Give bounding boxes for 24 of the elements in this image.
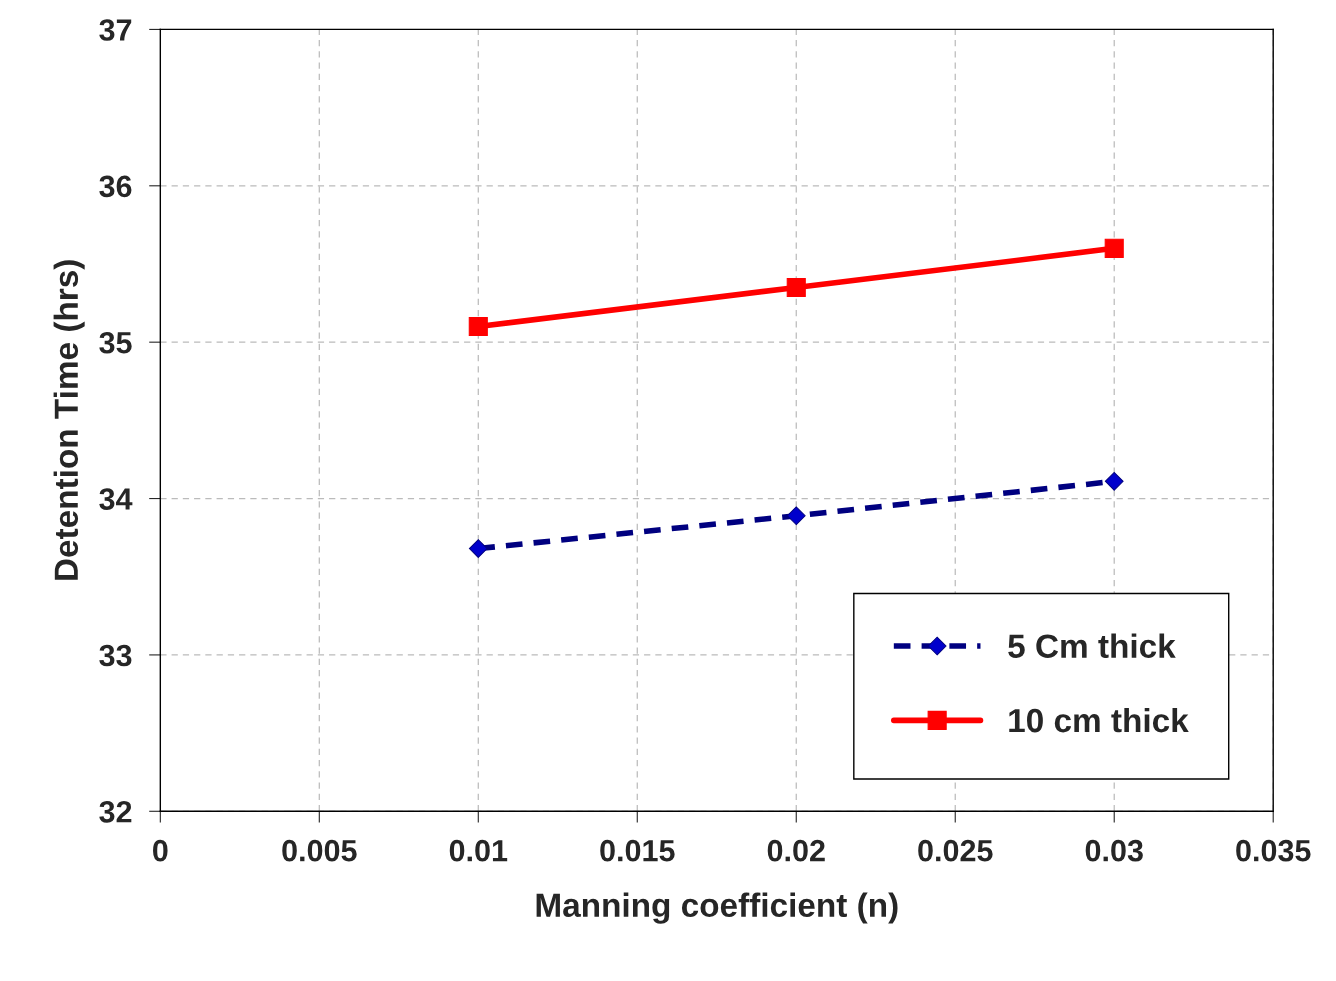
point (786, 506, 806, 526)
x-tick-label: 0.005 (282, 839, 357, 862)
y-tick-label: 37 (99, 19, 132, 41)
y-tick-label: 35 (99, 331, 132, 354)
y-tick-label: 36 (99, 175, 132, 198)
point (1104, 238, 1124, 258)
y-tick-label: 33 (99, 644, 132, 667)
point (468, 316, 488, 337)
x-tick-label: 0 (153, 839, 168, 862)
x-tick-label: 0.025 (918, 839, 993, 862)
x-tick-label: 0.015 (600, 839, 675, 862)
y-axis-title: Detention Time (hrs) (53, 260, 85, 580)
point (786, 277, 806, 297)
x-tick-label: 0.035 (1236, 839, 1311, 862)
point (1104, 471, 1124, 491)
x-tick-label: 0.01 (449, 839, 508, 862)
x-tick-label: 0.03 (1085, 839, 1143, 862)
x-tick-label: 0.02 (767, 839, 825, 862)
y-tick-label: 32 (99, 801, 132, 823)
x-axis-title: Manning coefficient (n) (536, 892, 898, 924)
legend-label: 5 Cm thick (1008, 633, 1176, 658)
legend-label: 10 cm thick (1009, 707, 1189, 733)
y-tick-label: 34 (99, 488, 133, 510)
point (468, 539, 488, 558)
